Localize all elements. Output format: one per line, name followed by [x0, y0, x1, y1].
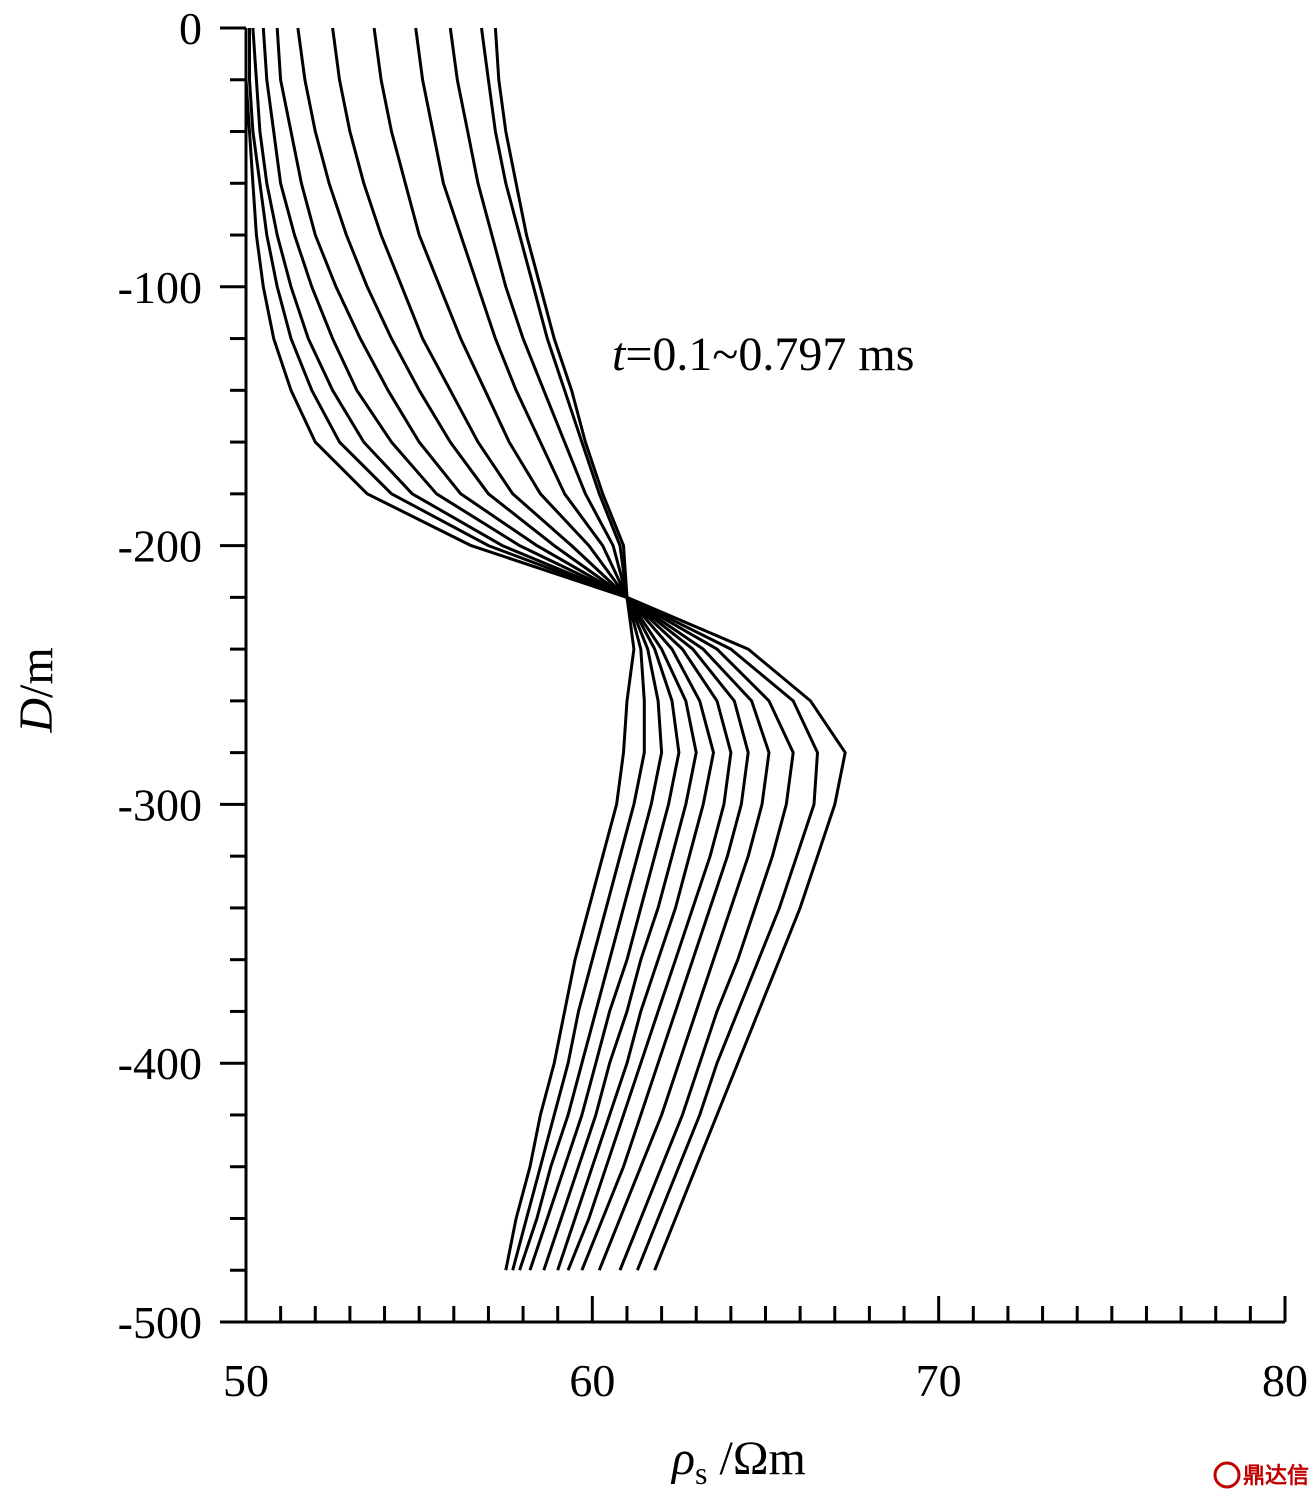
- series-line-4: [261, 27, 681, 1271]
- y-axis-title: D/m: [10, 647, 63, 733]
- series-line-3: [251, 27, 664, 1271]
- series-line-5: [275, 27, 698, 1271]
- series-line-8: [372, 27, 750, 1271]
- watermark-logo-icon: [1213, 1461, 1241, 1489]
- x-tick-label: 50: [223, 1355, 269, 1406]
- axes-layer: [220, 26, 1287, 1324]
- y-tick-label: -100: [118, 262, 202, 313]
- series-line-7: [331, 27, 733, 1271]
- x-axis-title: ρs/Ωm: [670, 1432, 806, 1491]
- series-line-12: [493, 27, 847, 1271]
- x-tick-label: 60: [569, 1355, 615, 1406]
- y-tick-label: 0: [179, 3, 202, 54]
- y-tick-label: -400: [118, 1038, 202, 1089]
- x-tick-label: 80: [1262, 1355, 1308, 1406]
- series-line-10: [448, 27, 795, 1271]
- time-range-annotation: t=0.1~0.797 ms: [612, 328, 914, 381]
- series-line-2: [248, 28, 646, 1271]
- x-tick-label: 70: [916, 1355, 962, 1406]
- y-tick-label: -500: [118, 1297, 202, 1348]
- tick-label-layer: 0 -100 -200 -300 -400 -500 50 60 70 80: [118, 3, 1308, 1406]
- y-tick-label: -200: [118, 521, 202, 572]
- series-layer: [244, 27, 847, 1271]
- series-line-11: [480, 27, 819, 1271]
- watermark: 鼎达信: [1213, 1461, 1309, 1489]
- y-tick-label: -300: [118, 779, 202, 830]
- series-line-6: [296, 27, 715, 1271]
- watermark-text: 鼎达信: [1243, 1463, 1309, 1489]
- series-line-1: [244, 28, 636, 1271]
- series-line-9: [414, 27, 771, 1271]
